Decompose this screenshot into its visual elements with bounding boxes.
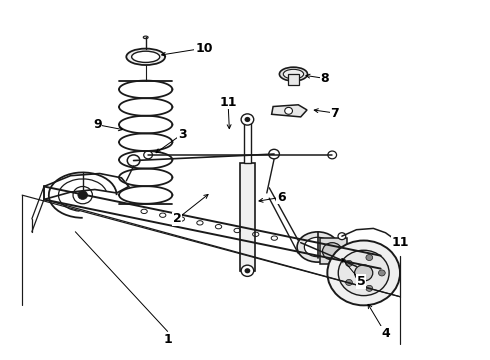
- Ellipse shape: [132, 51, 160, 62]
- Circle shape: [394, 238, 401, 245]
- Ellipse shape: [279, 67, 308, 81]
- Bar: [244, 120, 251, 163]
- Circle shape: [355, 265, 373, 281]
- Circle shape: [245, 117, 250, 122]
- Circle shape: [245, 268, 250, 273]
- Circle shape: [338, 250, 389, 296]
- Circle shape: [241, 265, 254, 276]
- Text: 4: 4: [381, 327, 390, 340]
- Text: 2: 2: [173, 212, 182, 225]
- Ellipse shape: [283, 69, 304, 79]
- Text: 9: 9: [93, 118, 101, 131]
- Text: 8: 8: [320, 72, 329, 85]
- Ellipse shape: [126, 49, 165, 65]
- Circle shape: [328, 151, 337, 159]
- Circle shape: [241, 114, 254, 125]
- Circle shape: [338, 233, 346, 240]
- Text: 10: 10: [195, 42, 213, 55]
- Text: 11: 11: [220, 96, 237, 109]
- Text: 6: 6: [277, 191, 286, 204]
- Ellipse shape: [143, 36, 148, 39]
- Circle shape: [345, 260, 352, 266]
- Text: 7: 7: [330, 107, 339, 120]
- Circle shape: [327, 240, 400, 305]
- Ellipse shape: [297, 232, 338, 262]
- Circle shape: [366, 285, 373, 291]
- Circle shape: [78, 191, 88, 199]
- Text: 11: 11: [392, 236, 409, 249]
- Circle shape: [269, 149, 279, 159]
- Circle shape: [345, 279, 352, 285]
- Text: 5: 5: [357, 275, 366, 288]
- Circle shape: [285, 107, 293, 114]
- Circle shape: [127, 155, 140, 166]
- Bar: [288, 74, 299, 85]
- Ellipse shape: [304, 237, 331, 257]
- Bar: [320, 238, 347, 264]
- Circle shape: [378, 270, 385, 276]
- Circle shape: [366, 255, 373, 261]
- Circle shape: [322, 243, 342, 260]
- Circle shape: [144, 151, 152, 159]
- Text: 3: 3: [178, 128, 186, 141]
- Text: 1: 1: [163, 333, 172, 346]
- Polygon shape: [271, 105, 307, 117]
- Bar: [240, 163, 255, 271]
